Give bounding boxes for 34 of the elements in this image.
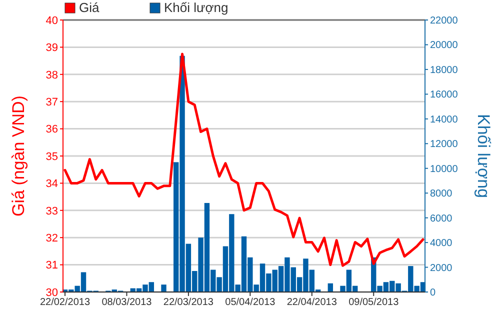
y-tick-label: 32	[46, 232, 58, 244]
y-tick-label: 39	[46, 42, 58, 54]
y2-tick-label: 10000	[430, 164, 458, 175]
x-tick-label: 09/05/2013	[348, 297, 400, 308]
y-tick-label: 31	[46, 260, 58, 272]
x-tick-label: 22/03/2013	[163, 297, 214, 308]
y2-tick-label: 4000	[430, 238, 453, 250]
y-axis-title: Giá (ngàn VND)	[9, 96, 28, 216]
y-tick-label: 30	[46, 286, 58, 299]
y-tick-label: 36	[46, 124, 58, 136]
y2-tick-label: 18000	[430, 64, 458, 76]
y2-tick-label: 22000	[430, 16, 458, 26]
x-tick-label: 22/04/2013	[286, 297, 338, 308]
y2-tick-label: 8000	[430, 188, 453, 200]
bar	[161, 284, 166, 292]
x-tick-label: 05/04/2013	[225, 297, 276, 308]
y-tick-label: 35	[46, 150, 58, 163]
y2-tick-label: 12000	[430, 139, 458, 150]
y-tick-label: 38	[46, 69, 58, 82]
y2-tick-label: 6000	[430, 213, 453, 224]
y-tick-label: 34	[46, 178, 58, 190]
y2-tick-label: 16000	[430, 90, 458, 101]
y-tick-label: 40	[46, 14, 58, 27]
y2-tick-label: 0	[430, 288, 436, 298]
y-tick-label: 33	[46, 205, 58, 218]
y2-tick-label: 20000	[430, 40, 458, 52]
x-tick-label: 22/02/2013	[40, 297, 90, 308]
x-tick-label: 08/03/2013	[102, 297, 152, 308]
y2-axis-title: Khối lượng	[474, 114, 493, 198]
y2-tick-label: 14000	[430, 114, 458, 126]
y-tick-label: 37	[46, 96, 58, 108]
legend-label: Giá	[79, 0, 100, 15]
legend-label: Khối lượng	[164, 0, 228, 15]
y2-tick-label: 2000	[430, 262, 453, 274]
